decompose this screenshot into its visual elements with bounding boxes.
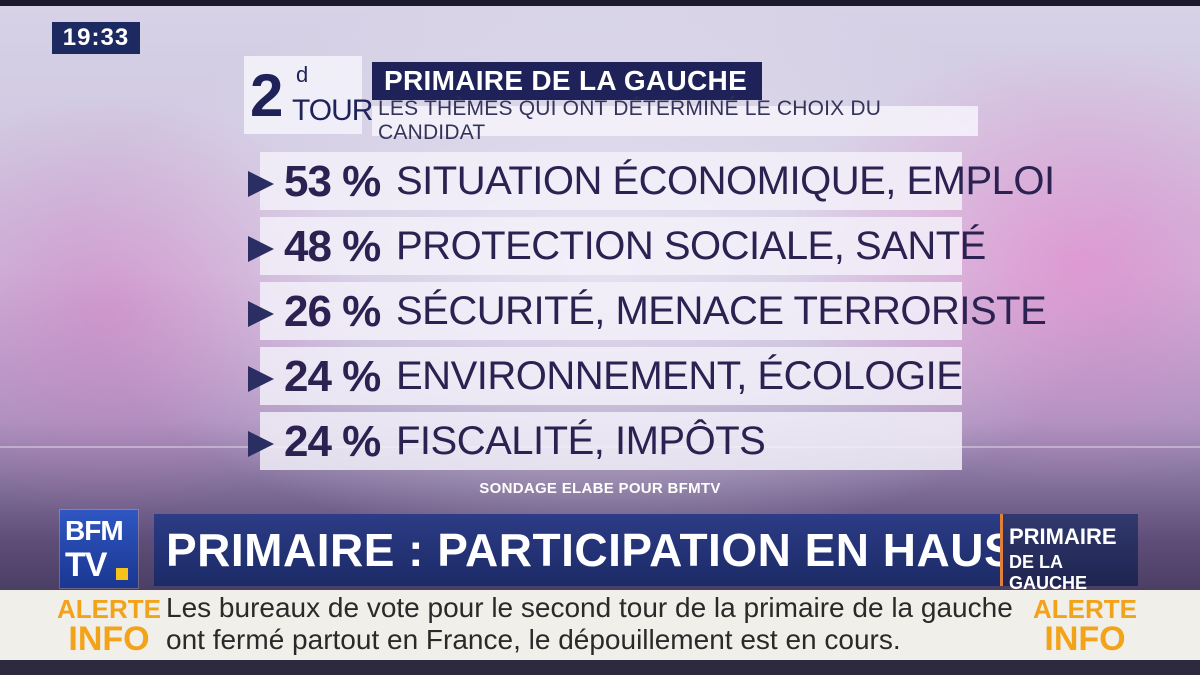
topic-tag-line2: DE LA GAUCHE (1009, 552, 1088, 593)
row-label: SÉCURITÉ, MENACE TERRORISTE (396, 289, 1047, 333)
row-background (260, 412, 962, 470)
play-arrow-icon (248, 301, 274, 327)
row-percentage: 24 % (284, 417, 381, 466)
row-label: SITUATION ÉCONOMIQUE, EMPLOI (396, 159, 1055, 203)
poll-row: 48 % PROTECTION SOCIALE, SANTÉ (244, 217, 986, 275)
alert-info-badge-right: ALERTE INFO (1030, 590, 1140, 660)
row-percentage: 26 % (284, 287, 381, 336)
row-background (260, 217, 962, 275)
news-ticker: ALERTE INFO Les bureaux de vote pour le … (0, 590, 1200, 660)
play-arrow-icon (248, 431, 274, 457)
row-percentage: 24 % (284, 352, 381, 401)
row-label: PROTECTION SOCIALE, SANTÉ (396, 224, 986, 268)
poll-source: SONDAGE ELABE POUR BFMTV (479, 480, 721, 497)
alert-label: ALERTE (57, 594, 161, 624)
logo-dot (116, 568, 128, 580)
graphic-subtitle: LES THÈMES QUI ONT DÉTERMINÉ LE CHOIX DU… (372, 97, 978, 144)
row-background (260, 152, 962, 210)
poll-row: 53 % SITUATION ÉCONOMIQUE, EMPLOI (244, 152, 1055, 210)
tour-number: 2 (250, 62, 284, 129)
alert-info-badge-left: ALERTE INFO (54, 590, 164, 660)
alert-label: ALERTE (1033, 594, 1137, 624)
row-percentage: 53 % (284, 157, 381, 206)
topic-tag-line1: PRIMAIRE (1009, 524, 1117, 549)
row-label: ENVIRONNEMENT, ÉCOLOGIE (396, 354, 963, 398)
tour-badge: 2 d TOUR (244, 56, 373, 134)
play-arrow-icon (248, 366, 274, 392)
bfmtv-logo: BFM TV (60, 510, 138, 588)
topic-tag: PRIMAIRE DE LA GAUCHE (1000, 514, 1138, 593)
poll-graphic: 2 d TOUR PRIMAIRE DE LA GAUCHE LES THÈME… (244, 56, 1055, 476)
poll-row: 26 % SÉCURITÉ, MENACE TERRORISTE (244, 282, 1047, 340)
row-label: FISCALITÉ, IMPÔTS (396, 419, 766, 463)
tour-word: TOUR (292, 94, 373, 127)
row-percentage: 48 % (284, 222, 381, 271)
clock: 19:33 (52, 22, 140, 54)
play-arrow-icon (248, 236, 274, 262)
row-background (260, 347, 962, 405)
poll-row: 24 % FISCALITÉ, IMPÔTS (244, 412, 962, 470)
logo-bfm-text: BFM (65, 515, 124, 546)
row-background (260, 282, 962, 340)
info-label: INFO (68, 620, 150, 658)
tour-superscript: d (296, 62, 309, 87)
info-label: INFO (1044, 620, 1126, 658)
play-arrow-icon (248, 171, 274, 197)
logo-tv-text: TV (65, 546, 107, 584)
graphic-title: PRIMAIRE DE LA GAUCHE (372, 62, 762, 100)
ticker-text: Les bureaux de vote pour le second tour … (166, 592, 1013, 655)
poll-row: 24 % ENVIRONNEMENT, ÉCOLOGIE (244, 347, 963, 405)
headline-banner: PRIMAIRE : PARTICIPATION EN HAUSSE (154, 514, 1077, 586)
bottom-bar (0, 660, 1200, 675)
